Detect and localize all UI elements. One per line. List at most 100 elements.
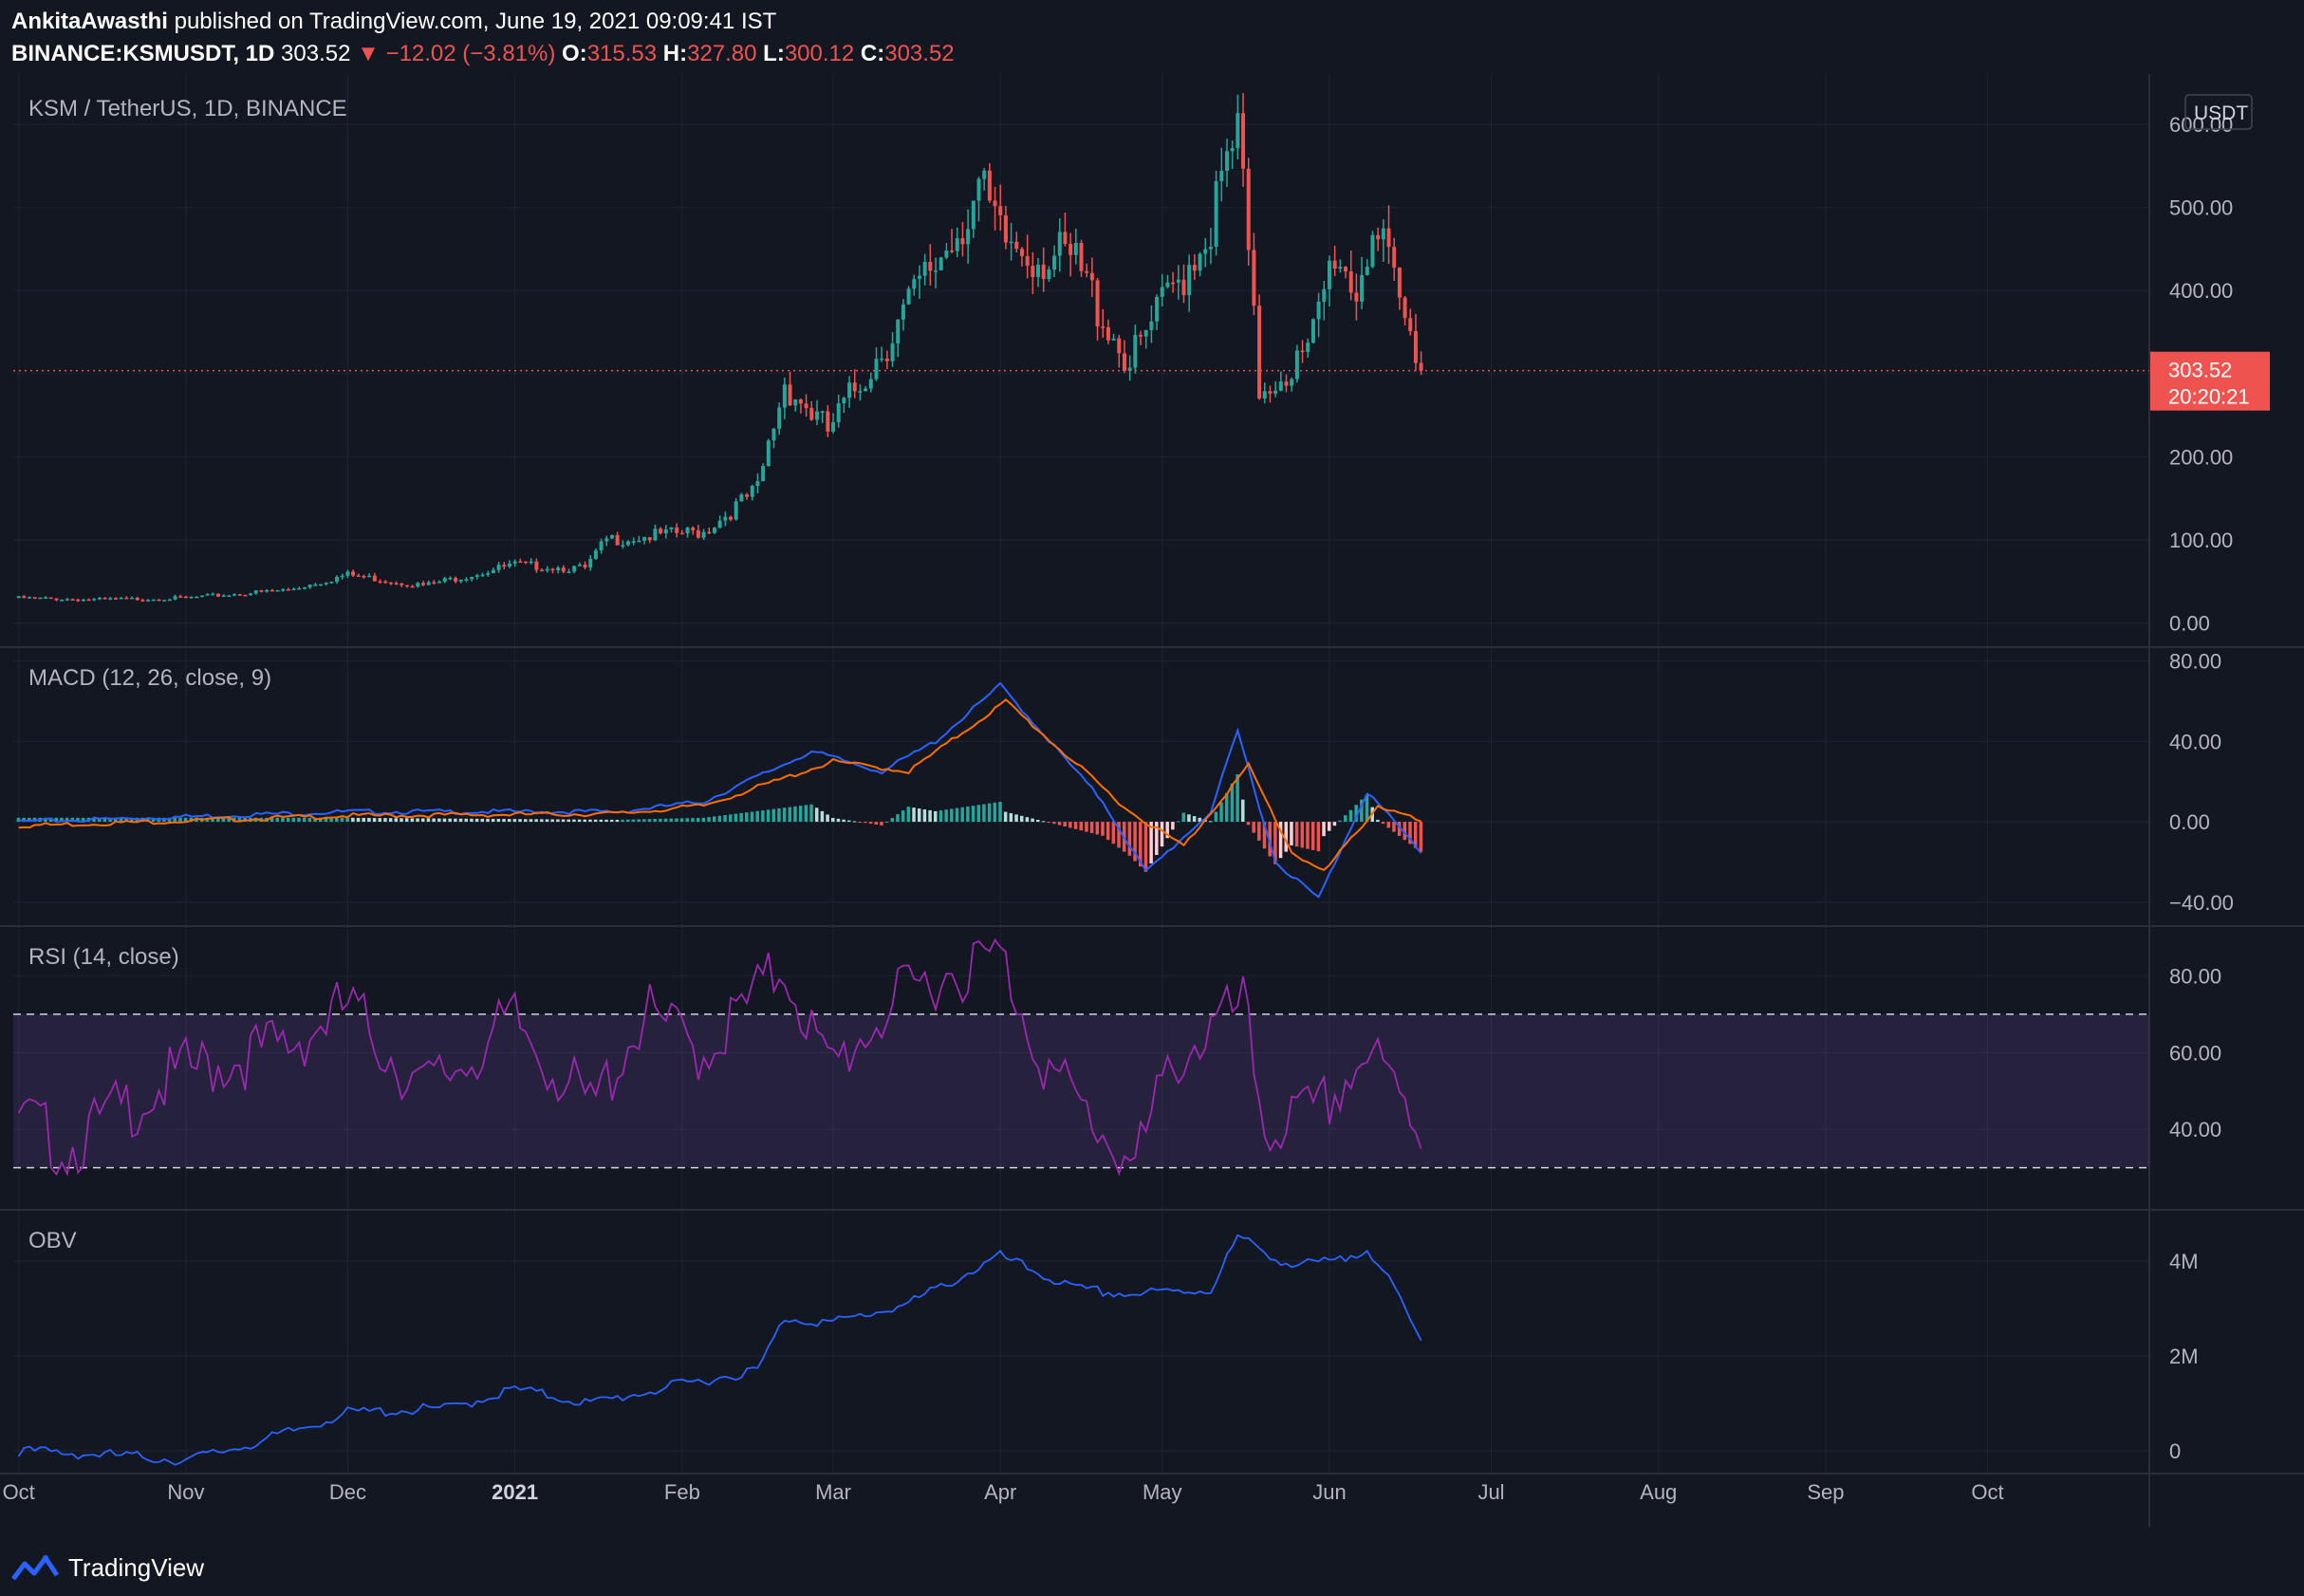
rsi-line xyxy=(17,937,1422,1177)
candle-body xyxy=(572,566,577,572)
symbol-label: BINANCE:KSMUSDT, 1D xyxy=(11,41,275,66)
low-value: 300.12 xyxy=(784,41,855,66)
candle-body xyxy=(577,565,582,566)
time-axis-tick-label: Sep xyxy=(1807,1480,1844,1504)
macd-histogram-bar xyxy=(950,808,954,823)
candle-body xyxy=(1111,338,1116,341)
candle-body xyxy=(1306,343,1310,352)
macd-histogram-bar xyxy=(653,819,657,823)
candle-body xyxy=(1316,301,1321,320)
candle-body xyxy=(1224,151,1229,172)
candle-body xyxy=(588,558,593,567)
macd-histogram-bar xyxy=(1408,822,1412,844)
candle-body xyxy=(836,403,841,422)
time-axis-tick-label: Jun xyxy=(1312,1480,1346,1504)
macd-histogram-bar xyxy=(868,822,873,825)
macd-histogram-bar xyxy=(269,817,274,823)
macd-histogram-bar xyxy=(669,818,673,823)
author-name[interactable]: AnkitaAwasthi xyxy=(11,9,168,34)
candle-body xyxy=(1203,249,1208,254)
candle-body xyxy=(852,382,857,392)
macd-histogram-bar xyxy=(183,817,188,823)
macd-histogram-bar xyxy=(814,807,819,823)
candle-body xyxy=(691,528,696,530)
macd-histogram-bar xyxy=(48,817,53,823)
tradingview-brand[interactable]: TradingView xyxy=(68,1553,205,1582)
candle-body xyxy=(1019,249,1024,256)
candle-body xyxy=(335,576,340,583)
candle-body xyxy=(394,583,399,585)
candle-body xyxy=(1063,232,1068,245)
candle-body xyxy=(464,579,469,581)
macd-histogram-bar xyxy=(1068,822,1072,828)
macd-histogram-bar xyxy=(335,817,339,823)
time-axis-tick-label: Nov xyxy=(167,1480,204,1504)
candle-body xyxy=(70,599,75,601)
macd-histogram-bar xyxy=(1386,822,1391,828)
macd-histogram-bar xyxy=(679,818,684,823)
candle-body xyxy=(351,571,356,576)
ohlc-line: BINANCE:KSMUSDT, 1D 303.52 ▼ −12.02 (−3.… xyxy=(11,38,955,70)
macd-histogram-bar xyxy=(1322,822,1326,837)
candle-body xyxy=(302,587,307,589)
macd-histogram-bar xyxy=(934,810,938,823)
macd-histogram-bar xyxy=(1192,816,1197,823)
price-axis-tick-label: 0.00 xyxy=(2169,810,2210,834)
candle-body xyxy=(291,588,296,591)
candle-body xyxy=(524,561,529,564)
candle-body xyxy=(631,541,636,543)
macd-histogram-bar xyxy=(1290,822,1293,845)
macd-histogram-bar xyxy=(470,818,474,823)
candle-body xyxy=(976,178,981,201)
macd-histogram-bar xyxy=(1036,819,1040,823)
currency-button xyxy=(2184,94,2253,130)
candle-body xyxy=(1041,264,1046,280)
macd-histogram-bar xyxy=(474,818,479,823)
macd-histogram-bar xyxy=(54,817,58,823)
price-axis-tick-label: 4M xyxy=(2169,1250,2199,1273)
price-axis-tick-label: 500.00 xyxy=(2169,196,2233,220)
candle-body xyxy=(567,571,571,573)
macd-histogram-bar xyxy=(884,821,889,823)
open-value: 315.53 xyxy=(586,41,658,66)
macd-histogram-bar xyxy=(1332,822,1337,826)
candle-body xyxy=(362,575,366,578)
candle-body xyxy=(48,597,53,600)
macd-histogram-bar xyxy=(351,817,355,823)
tradingview-logo-icon[interactable] xyxy=(11,1554,59,1583)
candle-body xyxy=(884,358,889,362)
candle-body xyxy=(626,541,631,546)
candle-body xyxy=(1036,264,1041,277)
candle-body xyxy=(491,569,495,574)
macd-histogram-bar xyxy=(836,818,841,823)
macd-histogram-bar xyxy=(464,818,468,823)
candle-body xyxy=(906,288,911,305)
candle-body xyxy=(998,206,1003,215)
candle-body xyxy=(663,529,668,534)
macd-histogram-bar xyxy=(524,819,528,823)
macd-histogram-bar xyxy=(1284,822,1289,852)
candle-body xyxy=(847,382,852,399)
candle-body xyxy=(416,583,420,587)
pane-title: OBV xyxy=(28,1228,77,1253)
candle-body xyxy=(1344,267,1348,272)
candle-body xyxy=(507,563,511,567)
macd-histogram-bar xyxy=(1257,822,1261,841)
candle-body xyxy=(880,358,884,361)
candle-body xyxy=(971,200,975,230)
price-axis-tick-label: 2M xyxy=(2169,1345,2199,1368)
candle-body xyxy=(993,200,997,207)
candle-body xyxy=(642,537,647,541)
macd-histogram-bar xyxy=(291,817,296,823)
candle-body xyxy=(249,593,253,596)
candle-body xyxy=(32,597,37,599)
obv-line xyxy=(17,1234,1422,1466)
macd-histogram-bar xyxy=(659,818,662,823)
macd-histogram-bar xyxy=(432,818,436,823)
candle-body xyxy=(454,578,458,582)
time-axis-tick-label: Oct xyxy=(3,1480,35,1504)
candle-body xyxy=(44,597,48,600)
macd-histogram-bar xyxy=(729,814,733,823)
candle-body xyxy=(1122,353,1126,371)
